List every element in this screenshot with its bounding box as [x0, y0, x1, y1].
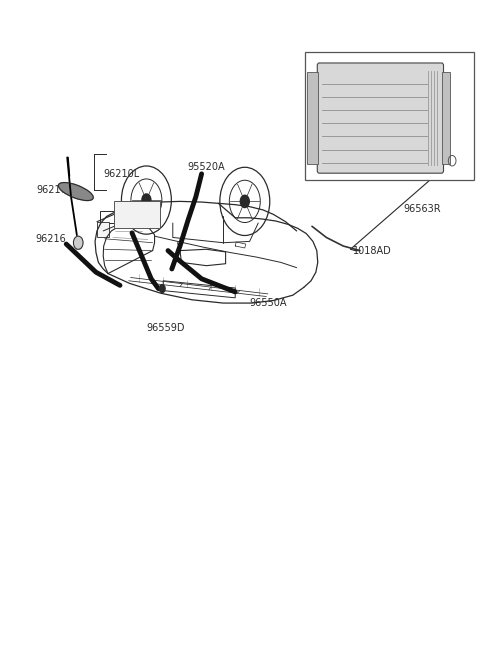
Text: 96563R: 96563R — [403, 203, 441, 214]
Text: 96563E: 96563E — [119, 215, 156, 225]
Text: 96210L: 96210L — [103, 169, 140, 179]
Text: 96570C: 96570C — [360, 152, 397, 163]
Circle shape — [76, 241, 81, 247]
Ellipse shape — [59, 182, 93, 201]
Bar — [307, 72, 318, 164]
Bar — [305, 52, 474, 180]
Bar — [100, 211, 119, 223]
Bar — [97, 222, 109, 237]
Circle shape — [240, 195, 249, 207]
Circle shape — [142, 194, 151, 206]
Text: 96216: 96216 — [35, 234, 66, 244]
Text: 91814A: 91814A — [119, 205, 156, 215]
Text: 96210H: 96210H — [36, 185, 74, 195]
Circle shape — [74, 239, 82, 249]
Bar — [442, 72, 450, 164]
Bar — [114, 201, 160, 228]
Text: 96563L: 96563L — [317, 167, 353, 177]
Text: 96550A: 96550A — [250, 298, 287, 308]
Text: 95520A: 95520A — [187, 162, 225, 173]
Text: 96559D: 96559D — [146, 323, 185, 333]
Circle shape — [159, 285, 165, 293]
FancyBboxPatch shape — [317, 63, 444, 173]
Circle shape — [73, 236, 83, 249]
Text: 1018AD: 1018AD — [353, 245, 392, 256]
